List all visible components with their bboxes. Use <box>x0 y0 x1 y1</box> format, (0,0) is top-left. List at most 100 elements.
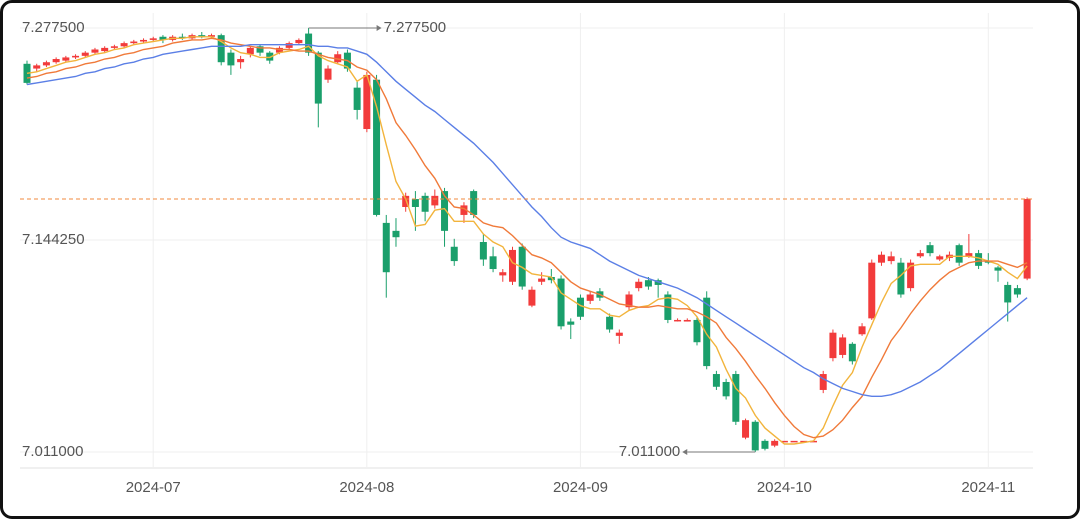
candle-body <box>955 245 963 263</box>
annotation-label: 7.277500 <box>384 19 447 36</box>
candle-body <box>615 332 623 336</box>
candle-body <box>848 343 856 362</box>
candle-body <box>654 280 662 285</box>
x-tick-label: 2024-08 <box>339 479 394 496</box>
candle-body <box>314 52 322 104</box>
candle-body <box>586 294 594 301</box>
candle-body <box>227 52 235 66</box>
candle-body <box>907 262 915 289</box>
candle-body <box>237 59 245 63</box>
candle-body <box>810 440 818 443</box>
candle-body <box>829 332 837 359</box>
candle-body <box>887 256 895 262</box>
candle-body <box>392 230 400 238</box>
candle-body <box>975 253 983 266</box>
candle-body <box>72 55 80 58</box>
annotation-label: 7.011000 <box>619 443 680 460</box>
candle-body <box>712 374 720 387</box>
candle-body <box>819 374 827 390</box>
x-tick-label: 2024-09 <box>553 479 608 496</box>
candle-body <box>936 256 944 260</box>
candle-body <box>159 36 167 40</box>
candle-body <box>567 321 575 325</box>
candle-body <box>499 272 507 276</box>
annotation-arrow <box>376 25 382 31</box>
candle-body <box>693 319 701 343</box>
candle-body <box>460 205 468 215</box>
candle-body <box>295 39 303 44</box>
candle-body <box>149 38 157 40</box>
candle-body <box>1023 199 1031 279</box>
moving-average-line <box>26 36 1028 445</box>
candle-body <box>305 33 313 53</box>
candle-body <box>877 254 885 263</box>
candle-body <box>353 87 361 110</box>
candle-body <box>52 59 60 63</box>
candle-body <box>373 79 381 215</box>
candle-body <box>382 222 390 273</box>
candle-body <box>363 74 371 130</box>
candle-body <box>839 337 847 355</box>
annotation-arrow <box>682 449 688 455</box>
candle-body <box>538 278 546 282</box>
candle-body <box>984 261 992 263</box>
y-tick-label: 7.277500 <box>22 19 85 36</box>
x-tick-label: 2024-07 <box>126 479 181 496</box>
candle-body <box>1004 284 1012 303</box>
candle-body <box>576 297 584 317</box>
y-tick-label: 7.011000 <box>22 443 83 460</box>
candle-body <box>246 47 254 55</box>
candle-body <box>431 195 439 206</box>
candle-body <box>81 52 89 56</box>
candle-body <box>130 41 138 44</box>
candle-body <box>33 65 41 69</box>
candle-body <box>547 276 555 281</box>
candle-body <box>751 421 759 451</box>
candle-body <box>635 281 643 289</box>
candle-body <box>644 280 652 287</box>
moving-average-line <box>26 44 1028 397</box>
candle-body <box>557 278 565 327</box>
candle-body <box>761 440 769 449</box>
candle-body <box>897 262 905 295</box>
candle-body <box>91 49 99 53</box>
candle-body <box>994 267 1002 271</box>
chart: 7.011000 7.144250 7.277500 2024-07 2024-08 20… <box>20 13 1033 496</box>
candle-body <box>23 63 31 83</box>
candle-body <box>275 47 283 53</box>
candle-body <box>217 35 225 63</box>
candle-body <box>509 249 516 282</box>
candle-body <box>722 381 730 397</box>
candle-body <box>732 374 740 422</box>
candle-body <box>489 256 497 270</box>
candle-body <box>140 39 148 42</box>
candle-body <box>780 440 788 443</box>
candle-body <box>62 57 70 61</box>
x-tick-label: 2024-10 <box>757 479 812 496</box>
candle-body <box>528 289 536 306</box>
candle-body <box>285 43 293 48</box>
candle-body <box>402 195 410 207</box>
candle-body <box>110 46 118 48</box>
moving-average-line <box>26 37 1028 439</box>
candle-body <box>674 319 682 322</box>
candle-body <box>411 199 419 207</box>
candle-body <box>178 36 186 39</box>
candle-body <box>207 35 215 37</box>
candle-body <box>42 62 50 66</box>
candle-body <box>421 195 429 212</box>
candle-body <box>703 297 711 367</box>
candle-body <box>324 68 332 80</box>
candle-body <box>916 253 924 257</box>
candle-body <box>256 46 264 53</box>
candle-body <box>334 54 342 63</box>
candle-body <box>771 440 779 446</box>
candle-body <box>683 319 691 322</box>
candle-body <box>450 246 458 262</box>
candle-body <box>470 191 478 215</box>
candle-body <box>965 253 973 257</box>
candle-body <box>101 47 109 52</box>
candle-body <box>266 52 274 61</box>
y-tick-label: 7.144250 <box>22 231 85 248</box>
